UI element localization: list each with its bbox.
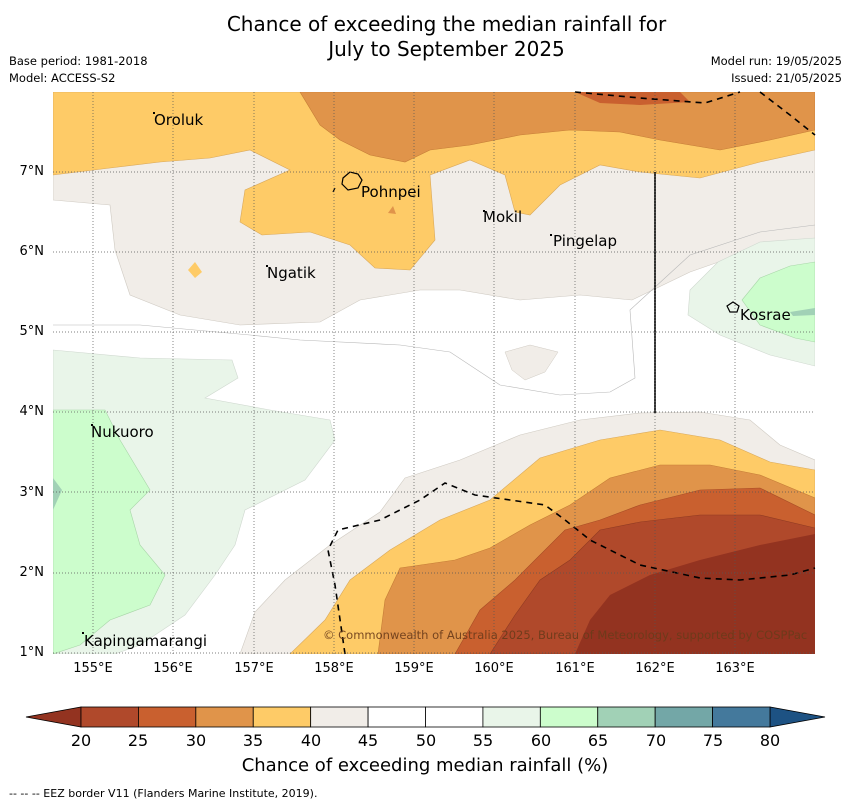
- colorbar-cell-65-70: [597, 706, 656, 728]
- region-65-70-east: [790, 308, 815, 316]
- place-label-ngatik: Ngatik: [267, 264, 316, 282]
- colorbar-under-arrow: [25, 706, 82, 728]
- map-fill-layers: [53, 92, 815, 654]
- lon-label-158e: 158°E: [314, 661, 354, 676]
- colorbar-cell-40-45: [310, 706, 369, 728]
- region-35-40-north: [53, 92, 815, 271]
- region-40-45-islet: [504, 344, 559, 381]
- cb-tick-60: 60: [530, 731, 552, 750]
- cb-tick-20: 20: [70, 731, 92, 750]
- model-text: Model: ACCESS-S2: [9, 71, 116, 85]
- colorbar-cell-60-65: [539, 706, 599, 728]
- place-label-nukuoro: Nukuoro: [91, 423, 154, 441]
- place-label-kapingamarangi: Kapingamarangi: [84, 632, 208, 650]
- cb-tick-75: 75: [702, 731, 724, 750]
- region-60-65-west: [53, 409, 166, 654]
- lon-label-156e: 156°E: [153, 661, 193, 676]
- colorbar-over-arrow: [769, 706, 826, 728]
- colorbar-cell-45-50: [367, 706, 426, 728]
- cb-tick-45: 45: [357, 731, 379, 750]
- region-25-30-north: [575, 92, 690, 105]
- region-35-40-islet: [388, 206, 396, 214]
- colorbar: [25, 706, 826, 728]
- region-60-65-east: [741, 261, 815, 343]
- lon-label-160e: 160°E: [474, 661, 514, 676]
- lat-label-1n: 1°N: [19, 645, 45, 660]
- cb-tick-70: 70: [645, 731, 667, 750]
- base-period-text: Base period: 1981-2018: [9, 54, 148, 68]
- place-label-oroluk: Oroluk: [154, 111, 204, 129]
- lon-label-162e: 162°E: [635, 661, 675, 676]
- cb-tick-50: 50: [415, 731, 437, 750]
- lat-label-5n: 5°N: [19, 324, 45, 339]
- place-label-mokil: Mokil: [483, 208, 523, 226]
- lon-label-155e: 155°E: [73, 661, 113, 676]
- lat-label-6n: 6°N: [19, 244, 45, 259]
- region-30-35-north: [299, 92, 815, 163]
- colorbar-cell-70-75: [654, 706, 713, 728]
- cb-tick-80: 80: [759, 731, 781, 750]
- colorbar-cell-55-60: [482, 706, 541, 728]
- colorbar-label: Chance of exceeding median rainfall (%): [241, 755, 609, 776]
- lon-label-159e: 159°E: [394, 661, 434, 676]
- cb-tick-55: 55: [472, 731, 494, 750]
- cb-tick-30: 30: [185, 731, 207, 750]
- graticule: [53, 92, 815, 654]
- island-outlines: [332, 171, 740, 313]
- eez-border-north: [574, 91, 816, 136]
- lon-label-157e: 157°E: [234, 661, 274, 676]
- region-below-20-south: [575, 534, 815, 654]
- eez-border-south: [327, 482, 816, 655]
- meta-left: Base period: 1981-2018 Model: ACCESS-S2: [9, 53, 148, 87]
- place-label-pohnpei: Pohnpei: [361, 183, 421, 201]
- meta-right: Model run: 19/05/2025 Issued: 21/05/2025: [711, 53, 842, 87]
- place-label-kosrae: Kosrae: [740, 306, 791, 324]
- colorbar-cell-20-25: [80, 706, 139, 728]
- kosrae-outline: [726, 301, 740, 313]
- title-line-1: Chance of exceeding the median rainfall …: [226, 12, 667, 36]
- region-65-70-west: [53, 478, 62, 510]
- pohnpei-outline: [341, 171, 363, 191]
- place-label-pingelap: Pingelap: [553, 232, 618, 250]
- rainfall-map: [53, 91, 816, 655]
- lon-label-163e: 163°E: [715, 661, 755, 676]
- colorbar-cell-50-55: [425, 706, 484, 728]
- cb-tick-35: 35: [242, 731, 264, 750]
- cb-tick-65: 65: [587, 731, 609, 750]
- colorbar-cell-30-35: [195, 706, 254, 728]
- colorbar-cell-25-30: [138, 706, 197, 728]
- cb-tick-25: 25: [127, 731, 149, 750]
- eez-footnote: -- -- -- EEZ border V11 (Flanders Marine…: [9, 787, 318, 800]
- title-line-2: July to September 2025: [328, 37, 565, 61]
- issued-text: Issued: 21/05/2025: [731, 71, 842, 85]
- eez-borders: [327, 91, 816, 655]
- place-markers: [82, 112, 552, 634]
- map-title: Chance of exceeding the median rainfall …: [0, 12, 850, 62]
- cb-tick-40: 40: [300, 731, 322, 750]
- lon-label-161e: 161°E: [555, 661, 595, 676]
- pohnpei-stray: [332, 187, 336, 193]
- lat-label-2n: 2°N: [19, 565, 45, 580]
- model-run-text: Model run: 19/05/2025: [710, 54, 842, 68]
- lat-label-4n: 4°N: [19, 404, 45, 419]
- contour-50: [53, 224, 815, 396]
- region-35-40-ngatik-dot: [188, 262, 202, 278]
- copyright-notice: © Commonwealth of Australia 2025, Bureau…: [323, 628, 808, 642]
- lat-label-3n: 3°N: [19, 485, 45, 500]
- colorbar-cell-75-80: [712, 706, 771, 728]
- lat-label-7n: 7°N: [19, 164, 45, 179]
- colorbar-cell-35-40: [252, 706, 312, 728]
